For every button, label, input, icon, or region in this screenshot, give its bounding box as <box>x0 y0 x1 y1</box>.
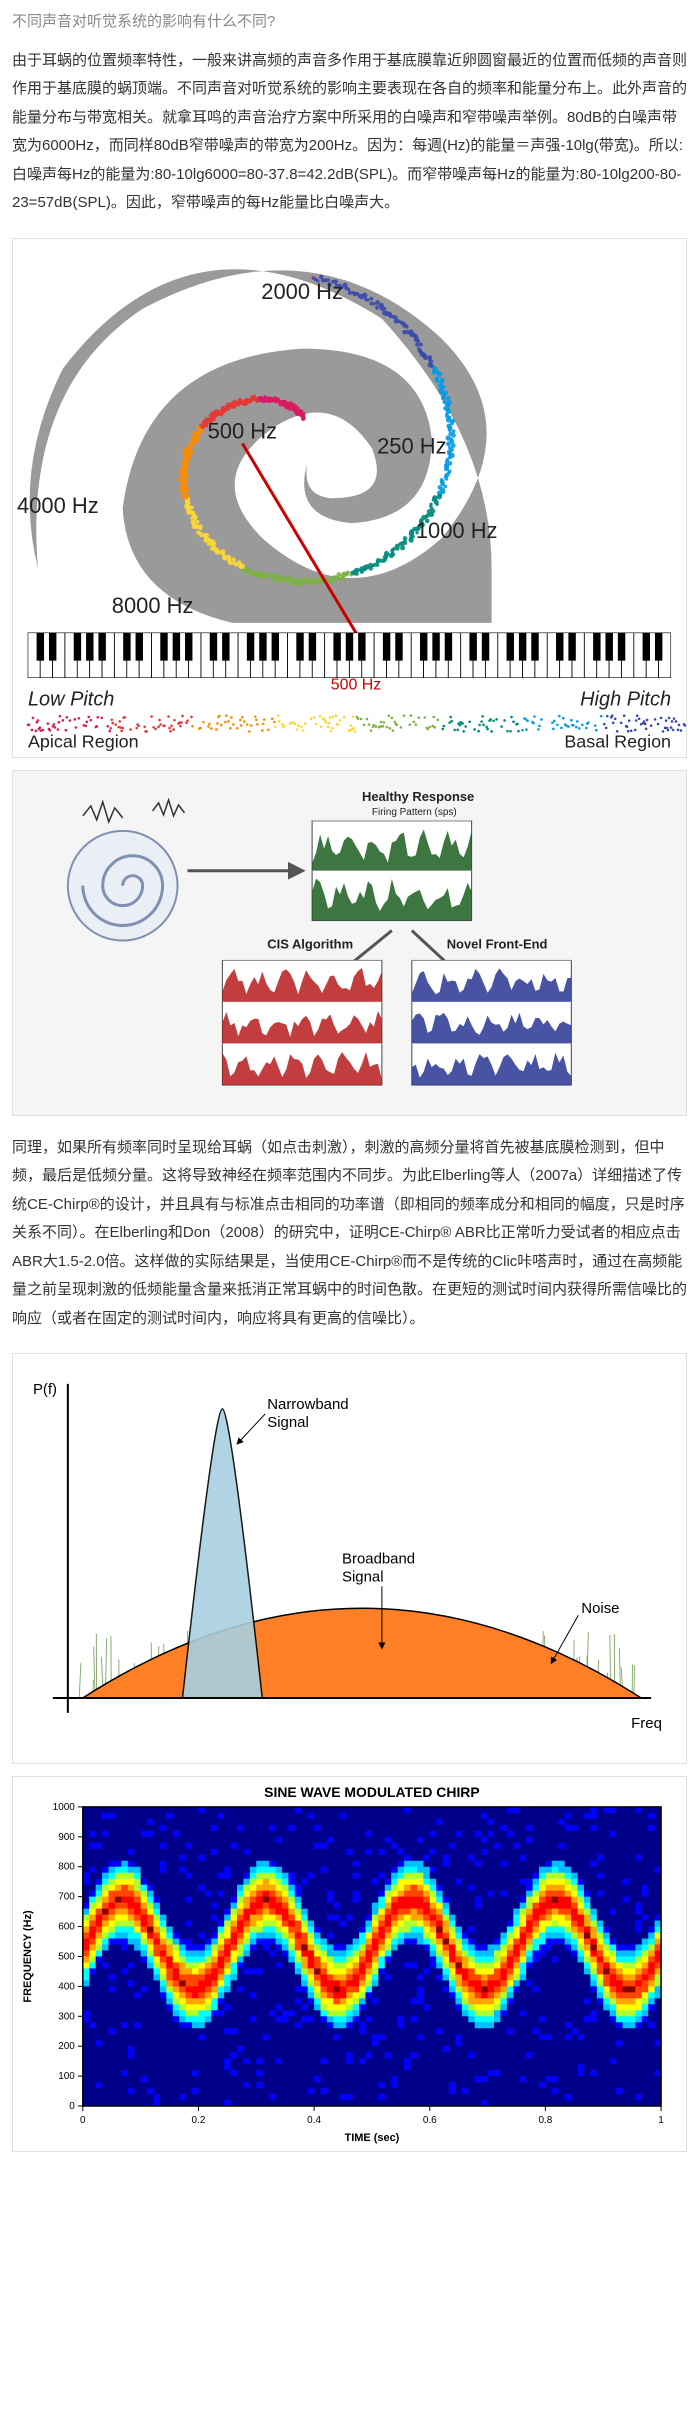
cochlea-svg: 2000 Hz 500 Hz 250 Hz 1000 Hz 4000 Hz 8000 Hz… <box>13 239 686 757</box>
svg-text:Broadband: Broadband <box>342 1551 415 1568</box>
svg-text:Firing Pattern (sps): Firing Pattern (sps) <box>372 807 457 818</box>
svg-text:4000 Hz: 4000 Hz <box>17 493 99 518</box>
figure-cochlea-tonotopy: 2000 Hz 500 Hz 250 Hz 1000 Hz 4000 Hz 8000 Hz… <box>12 238 687 758</box>
svg-text:Healthy Response: Healthy Response <box>362 789 474 804</box>
svg-text:Signal: Signal <box>342 1569 384 1586</box>
figure-bandwidth: P(f)FreqNarrowbandSignalBroadbandSignalN… <box>12 1353 687 1764</box>
svg-text:Basal Region: Basal Region <box>564 731 671 751</box>
svg-text:SINE WAVE MODULATED CHIRP: SINE WAVE MODULATED CHIRP <box>264 1784 480 1800</box>
svg-text:Apical Region: Apical Region <box>28 731 139 751</box>
figure-response-panels: Healthy Response Firing Pattern (sps) CIS … <box>12 770 687 1116</box>
response-svg: Healthy Response Firing Pattern (sps) CIS … <box>13 771 686 1115</box>
svg-text:500 Hz: 500 Hz <box>331 676 382 693</box>
svg-text:8000 Hz: 8000 Hz <box>112 592 194 617</box>
svg-text:CIS Algorithm: CIS Algorithm <box>267 936 353 951</box>
svg-text:1000 Hz: 1000 Hz <box>416 518 498 543</box>
svg-text:2000 Hz: 2000 Hz <box>261 278 343 303</box>
spectrogram-svg: SINE WAVE MODULATED CHIRP010020030040050… <box>13 1777 686 2151</box>
figure-spectrogram: SINE WAVE MODULATED CHIRP010020030040050… <box>12 1776 687 2152</box>
svg-text:250 Hz: 250 Hz <box>377 433 446 458</box>
svg-text:Freq: Freq <box>631 1715 662 1732</box>
svg-text:Signal: Signal <box>267 1414 309 1431</box>
bandwidth-svg: P(f)FreqNarrowbandSignalBroadbandSignalN… <box>13 1354 686 1763</box>
svg-text:Noise: Noise <box>581 1601 619 1618</box>
article-title: 不同声音对听觉系统的影响有什么不同? <box>0 0 699 41</box>
paragraph-2: 同理，如果所有频率同时呈现给耳蜗（如点击刺激），刺激的高频分量将首先被基底膜检测… <box>0 1128 699 1348</box>
svg-text:P(f): P(f) <box>33 1381 57 1398</box>
svg-text:Narrowband: Narrowband <box>267 1396 348 1413</box>
paragraph-1: 由于耳蜗的位置频率特性，一般来讲高频的声音多作用于基底膜靠近卵圆窗最近的位置而低… <box>0 41 699 232</box>
svg-text:High Pitch: High Pitch <box>580 688 671 710</box>
svg-text:Novel Front-End: Novel Front-End <box>447 936 548 951</box>
svg-text:Low Pitch: Low Pitch <box>28 688 114 710</box>
svg-text:500 Hz: 500 Hz <box>208 418 277 443</box>
